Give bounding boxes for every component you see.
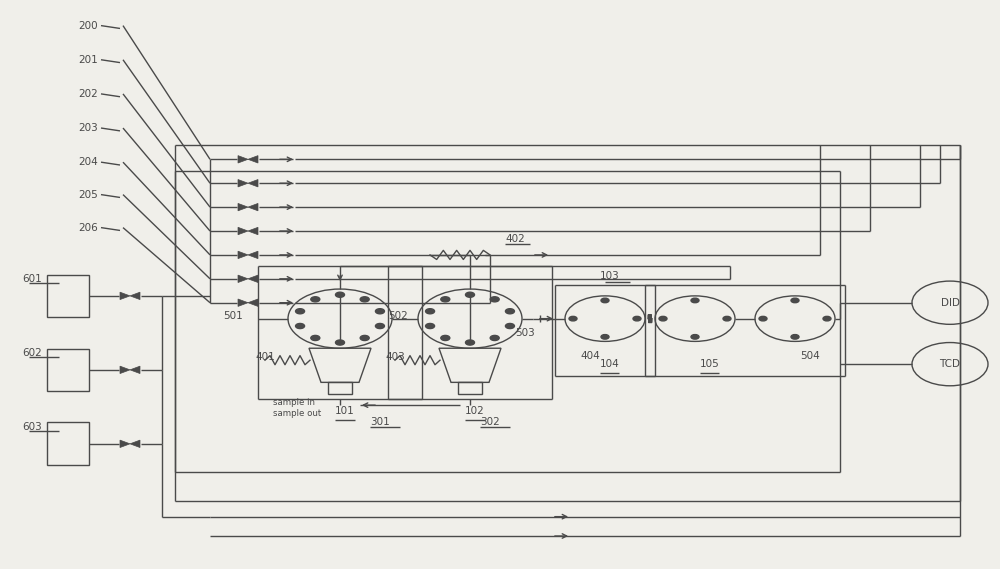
Text: 206: 206	[78, 222, 98, 233]
Circle shape	[601, 335, 609, 339]
Circle shape	[441, 335, 450, 340]
Text: 603: 603	[22, 422, 42, 432]
Polygon shape	[248, 204, 258, 211]
Text: 504: 504	[800, 351, 820, 361]
Text: 503: 503	[515, 328, 535, 338]
Circle shape	[759, 316, 767, 321]
Polygon shape	[248, 156, 258, 163]
Circle shape	[311, 297, 320, 302]
Circle shape	[336, 292, 344, 297]
Text: 401: 401	[255, 352, 275, 362]
Text: 302: 302	[480, 417, 500, 427]
Text: 202: 202	[78, 89, 98, 99]
Circle shape	[691, 335, 699, 339]
Polygon shape	[248, 299, 258, 306]
Polygon shape	[248, 228, 258, 234]
Text: 501: 501	[223, 311, 243, 321]
Circle shape	[360, 335, 369, 340]
Polygon shape	[120, 292, 130, 300]
Polygon shape	[130, 366, 140, 374]
Text: 404: 404	[580, 351, 600, 361]
Polygon shape	[238, 156, 248, 163]
Polygon shape	[238, 299, 248, 306]
Polygon shape	[238, 251, 248, 258]
Text: 301: 301	[370, 417, 390, 427]
Circle shape	[296, 309, 305, 314]
Text: 403: 403	[385, 352, 405, 362]
Circle shape	[466, 340, 475, 345]
Polygon shape	[120, 366, 130, 374]
Polygon shape	[248, 251, 258, 258]
Text: 402: 402	[505, 234, 525, 244]
Text: 602: 602	[22, 348, 42, 358]
Text: 102: 102	[465, 406, 485, 416]
Text: 104: 104	[600, 359, 620, 369]
Polygon shape	[248, 275, 258, 282]
Circle shape	[311, 335, 320, 340]
Circle shape	[791, 298, 799, 303]
Circle shape	[336, 340, 344, 345]
Circle shape	[375, 323, 384, 328]
Circle shape	[569, 316, 577, 321]
Polygon shape	[130, 292, 140, 300]
Polygon shape	[248, 180, 258, 187]
Text: 204: 204	[78, 157, 98, 167]
Circle shape	[426, 323, 435, 328]
Circle shape	[659, 316, 667, 321]
Text: 201: 201	[78, 55, 98, 65]
Circle shape	[490, 297, 499, 302]
Polygon shape	[238, 204, 248, 211]
Circle shape	[360, 297, 369, 302]
Text: 103: 103	[600, 271, 620, 281]
Polygon shape	[130, 440, 140, 447]
Text: 502: 502	[388, 311, 408, 321]
Text: 101: 101	[335, 406, 355, 416]
Polygon shape	[238, 275, 248, 282]
Circle shape	[505, 309, 514, 314]
Circle shape	[296, 323, 305, 328]
Polygon shape	[238, 180, 248, 187]
Circle shape	[441, 297, 450, 302]
Circle shape	[505, 323, 514, 328]
Circle shape	[691, 298, 699, 303]
Circle shape	[601, 298, 609, 303]
Circle shape	[426, 309, 435, 314]
Circle shape	[823, 316, 831, 321]
Text: 601: 601	[22, 274, 42, 284]
Text: 203: 203	[78, 123, 98, 133]
Circle shape	[490, 335, 499, 340]
Circle shape	[791, 335, 799, 339]
Text: TCD: TCD	[940, 359, 960, 369]
Text: sample out: sample out	[273, 409, 321, 418]
Polygon shape	[238, 228, 248, 234]
Text: 205: 205	[78, 189, 98, 200]
Text: 200: 200	[78, 20, 98, 31]
Text: DID: DID	[940, 298, 960, 308]
Circle shape	[633, 316, 641, 321]
Text: sample in: sample in	[273, 398, 315, 407]
Circle shape	[375, 309, 384, 314]
Text: 105: 105	[700, 359, 720, 369]
Circle shape	[466, 292, 475, 297]
Circle shape	[723, 316, 731, 321]
Polygon shape	[120, 440, 130, 447]
